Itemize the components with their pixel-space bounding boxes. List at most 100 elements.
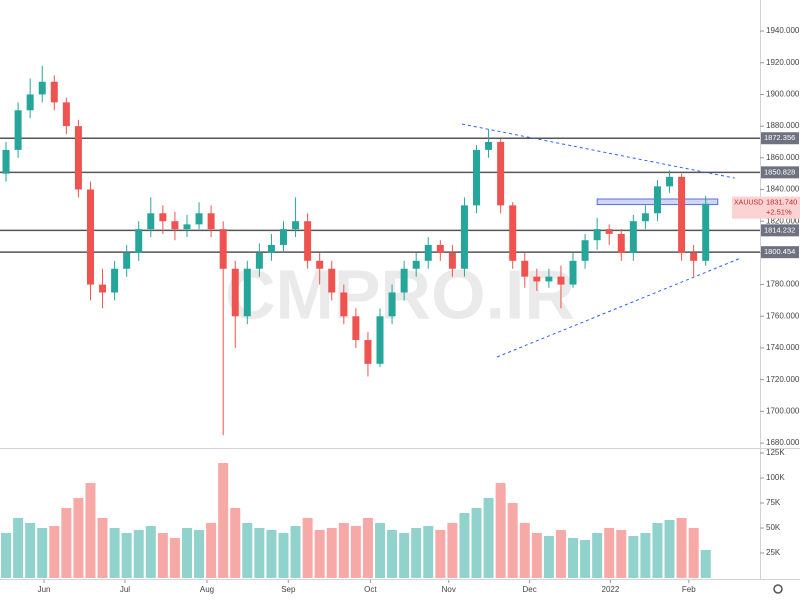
candle-body [267, 244, 275, 253]
candle-body [2, 149, 10, 174]
candle-body [111, 268, 119, 293]
volume-bar [338, 523, 349, 578]
candle-body [641, 213, 649, 222]
level-label: 1850.828 [764, 167, 795, 176]
volume-bar [61, 508, 72, 578]
y-tick-label: 1720.000 [766, 375, 800, 384]
x-tick-label: Sep [281, 585, 296, 594]
candle-body [653, 186, 661, 214]
volume-bar [495, 483, 506, 578]
candle-body [533, 276, 541, 282]
x-tick-label: Jun [38, 585, 51, 594]
volume-bar [664, 520, 675, 578]
candle-body [388, 292, 396, 317]
volume-bar [278, 533, 289, 578]
candle-body [545, 276, 553, 282]
candle-body [605, 229, 613, 234]
x-tick-label: Oct [364, 585, 377, 594]
candle-body [412, 260, 420, 269]
candle-body [328, 268, 336, 293]
volume-bar [652, 523, 663, 578]
candle-body [569, 260, 577, 285]
volume-bar [483, 498, 494, 578]
settings-icon[interactable] [773, 584, 783, 594]
level-label-box [761, 224, 799, 237]
volume-bar [145, 526, 156, 578]
gear[interactable] [773, 584, 783, 594]
volume-bar [519, 523, 530, 578]
candle-body [50, 81, 58, 103]
candle-body [123, 252, 131, 269]
volume-bar [362, 518, 373, 578]
volume-bar [471, 508, 482, 578]
level-label-box [761, 166, 799, 179]
watermark: CMPRO.IR [225, 255, 575, 333]
candle-body [243, 268, 251, 317]
volume-bar [616, 530, 627, 578]
candle-body [629, 221, 637, 253]
candle-body [26, 94, 34, 111]
volume-bar [13, 518, 24, 578]
volume-bar [290, 526, 301, 578]
volume-bar [447, 523, 458, 578]
candle-body [617, 233, 625, 253]
x-tick-label: 2022 [602, 585, 620, 594]
y-tick-label: 1760.000 [766, 311, 800, 320]
candle-body [279, 229, 287, 245]
candle-body [340, 292, 348, 317]
y-tick-label: 1680.000 [766, 438, 800, 447]
volume-bar [640, 533, 651, 578]
candle-body [521, 260, 529, 277]
candle-body [460, 205, 468, 269]
volume-tick-label: 25K [766, 548, 781, 557]
volume-tick-label: 125K [766, 448, 785, 457]
y-tick-label: 1860.000 [766, 153, 800, 162]
candle-body [99, 284, 107, 293]
volume-bar [411, 528, 422, 578]
candle-body [581, 240, 589, 261]
volume-bar [121, 533, 132, 578]
volume-bar [157, 533, 168, 578]
candle-body [255, 252, 263, 269]
change-label: +2.51% [766, 208, 792, 217]
y-tick-label: 1840.000 [766, 185, 800, 194]
volume-bar [592, 533, 603, 578]
volume-bar [218, 463, 229, 578]
candle-body [497, 141, 505, 206]
volume-bar [387, 530, 398, 578]
candle-body [400, 268, 408, 293]
volume-bar [97, 518, 108, 578]
x-tick-label: Dec [522, 585, 536, 594]
candle-body [473, 149, 481, 206]
volume-bar [459, 513, 470, 578]
candle-body [292, 221, 300, 230]
volume-bar [314, 530, 325, 578]
symbol-label: XAUUSD [734, 199, 763, 206]
volume-bar [206, 523, 217, 578]
volume-bar [181, 528, 192, 578]
last-price-label: 1831.740 [766, 198, 797, 207]
volume-bar [435, 530, 446, 578]
y-tick-label: 1820.000 [766, 216, 800, 225]
volume-bar [73, 498, 84, 578]
level-label: 1814.232 [764, 225, 795, 234]
volume-tick-label: 75K [766, 498, 781, 507]
volume-bar [302, 518, 313, 578]
volume-bar [254, 528, 265, 578]
candle-body [219, 229, 227, 269]
volume-bar [604, 528, 615, 578]
x-tick-label: Aug [200, 585, 214, 594]
candle-body [352, 316, 360, 341]
volume-bar [85, 483, 96, 578]
candle-body [702, 203, 710, 261]
volume-bar [399, 533, 410, 578]
volume-bar [507, 503, 518, 578]
volume-bar [169, 538, 180, 578]
x-tick-label: Nov [442, 585, 456, 594]
volume-bar [375, 523, 385, 578]
y-tick-label: 1940.000 [766, 26, 800, 35]
candle-body [135, 229, 143, 253]
candle-body [593, 229, 601, 241]
candle-body [147, 213, 155, 230]
